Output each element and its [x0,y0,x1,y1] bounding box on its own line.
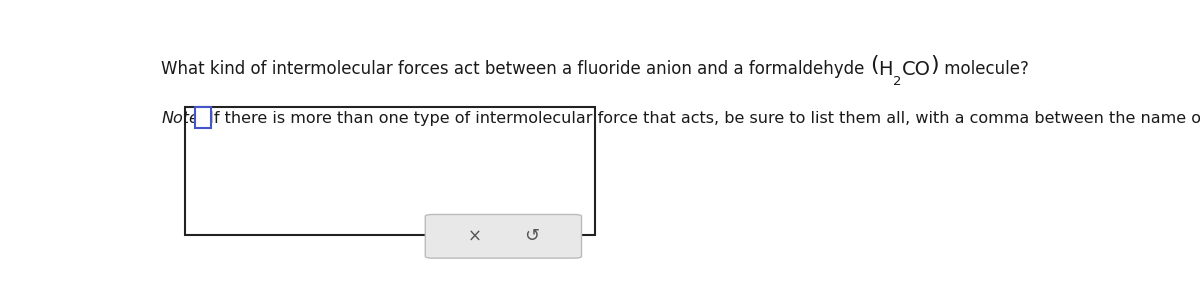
Text: H: H [878,60,893,79]
Text: Note:: Note: [161,111,204,126]
Text: molecule?: molecule? [940,60,1028,78]
FancyBboxPatch shape [185,107,594,235]
Text: CO: CO [901,60,930,79]
Text: ): ) [930,55,940,75]
FancyBboxPatch shape [425,214,582,258]
Text: ×: × [468,227,482,245]
FancyBboxPatch shape [194,107,211,128]
Text: What kind of intermolecular forces act between a fluoride anion and a formaldehy: What kind of intermolecular forces act b… [161,60,870,78]
Text: (: ( [870,55,878,75]
Text: If there is more than one type of intermolecular force that acts, be sure to lis: If there is more than one type of interm… [204,111,1200,126]
Text: 2: 2 [893,75,901,88]
Text: ↺: ↺ [524,227,539,245]
